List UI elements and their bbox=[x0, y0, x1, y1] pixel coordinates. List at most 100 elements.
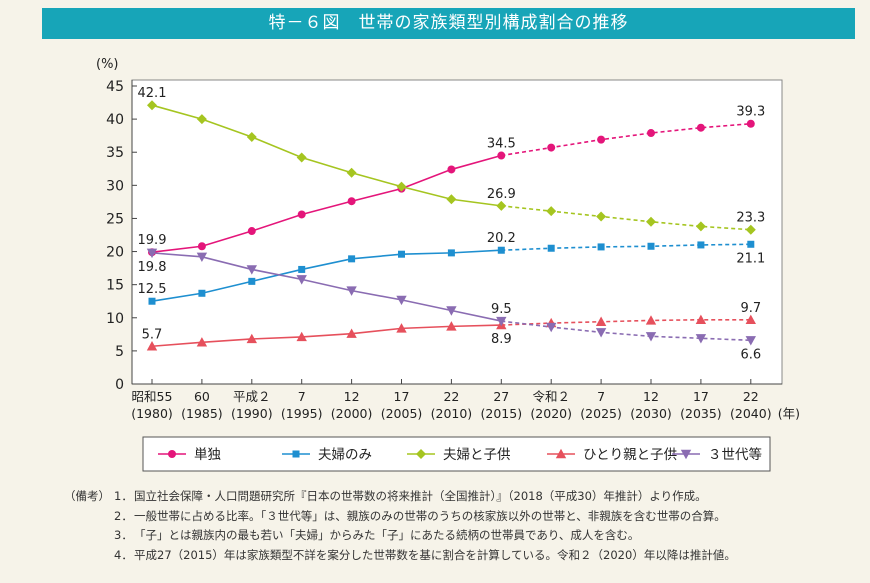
notes-head: （備考） bbox=[64, 489, 110, 503]
data-point bbox=[396, 181, 407, 192]
x-tick-label-era: 令和２ bbox=[532, 389, 570, 404]
data-point bbox=[546, 322, 557, 333]
data-point bbox=[647, 242, 655, 250]
data-point bbox=[396, 295, 407, 306]
note-number: 4． bbox=[114, 547, 133, 562]
data-point bbox=[446, 321, 457, 331]
y-axis-label: (%) bbox=[96, 57, 119, 72]
note-text: 「子」とは親族内の最も若い「夫婦」からみた「子」にあたる続柄の世帯員であり、成人… bbox=[134, 528, 640, 542]
x-tick-label-era: 17 bbox=[394, 389, 410, 404]
data-point bbox=[695, 334, 707, 344]
x-tick-label-year: (2005) bbox=[381, 406, 423, 421]
note-number: 2． bbox=[114, 508, 133, 523]
x-tick-label-era: 22 bbox=[743, 389, 759, 404]
data-point bbox=[196, 252, 208, 263]
x-tick-label-era: 平成２ bbox=[233, 389, 271, 404]
data-label: 21.1 bbox=[736, 251, 765, 266]
x-tick-label-era: 27 bbox=[493, 389, 509, 404]
data-point bbox=[496, 200, 507, 211]
data-label: 19.8 bbox=[138, 260, 167, 275]
data-point bbox=[497, 246, 505, 254]
series-line-actual bbox=[151, 324, 502, 348]
series-2 bbox=[147, 100, 756, 235]
data-point bbox=[647, 129, 655, 138]
data-point bbox=[346, 328, 357, 338]
data-point bbox=[396, 323, 407, 333]
note-text: 国立社会保障・人口問題研究所『日本の世帯数の将来推計（全国推計）』（2018（平… bbox=[134, 489, 707, 503]
x-tick-label-year: (1995) bbox=[281, 406, 323, 421]
data-label: 19.9 bbox=[138, 233, 167, 248]
legend-marker bbox=[555, 448, 567, 459]
note-row: 4． 平成27（2015）年は家族類型不詳を案分した世帯数を基に割合を計算してい… bbox=[64, 546, 736, 566]
y-tick-label: 0 bbox=[115, 377, 124, 393]
data-point bbox=[697, 241, 705, 249]
legend-label: 夫婦と子供 bbox=[443, 446, 511, 463]
legend bbox=[142, 436, 771, 472]
data-point bbox=[196, 337, 208, 347]
y-tick-label: 35 bbox=[106, 145, 124, 161]
data-point bbox=[696, 123, 705, 132]
series-line-actual bbox=[151, 154, 502, 254]
data-point bbox=[196, 114, 207, 125]
data-label: 5.7 bbox=[142, 327, 163, 342]
series-4 bbox=[146, 248, 756, 346]
data-point bbox=[148, 297, 156, 305]
x-tick-label-year: (2010) bbox=[431, 406, 473, 421]
note-number: 3． bbox=[114, 528, 133, 542]
x-tick-label-year: (2000) bbox=[331, 406, 373, 421]
y-tick-label: 10 bbox=[106, 311, 124, 327]
x-axis-unit: (年) bbox=[778, 406, 800, 421]
x-tick-label-era: 12 bbox=[344, 389, 360, 404]
y-tick-label: 40 bbox=[106, 112, 124, 128]
data-label: 8.9 bbox=[491, 332, 512, 347]
data-point bbox=[747, 240, 755, 248]
data-point bbox=[296, 275, 307, 285]
data-label: 23.3 bbox=[736, 211, 765, 226]
data-point bbox=[596, 211, 607, 222]
legend-label: 夫婦のみ bbox=[318, 446, 372, 463]
data-point bbox=[147, 100, 157, 111]
legend-label: 単独 bbox=[194, 447, 221, 463]
data-label: 12.5 bbox=[138, 282, 167, 297]
x-tick-label-year: (2015) bbox=[481, 406, 523, 421]
y-tick-label: 45 bbox=[106, 79, 124, 95]
x-tick-label-era: 7 bbox=[597, 389, 605, 404]
note-text: 平成27（2015）年は家族類型不詳を案分した世帯数を基に割合を計算している。令… bbox=[134, 547, 736, 562]
data-point bbox=[447, 249, 455, 257]
note-number: 1． bbox=[114, 489, 133, 503]
plot-area bbox=[131, 79, 783, 385]
legend-label: ひとり親と子供 bbox=[583, 447, 677, 463]
data-point bbox=[348, 255, 356, 263]
data-point bbox=[646, 216, 656, 227]
data-point bbox=[447, 165, 456, 174]
data-point bbox=[745, 224, 756, 235]
data-point bbox=[346, 286, 357, 296]
x-tick-label-year: (1990) bbox=[231, 406, 273, 421]
x-tick-label-year: (2020) bbox=[530, 406, 572, 421]
note-row: （備考） 1． 国立社会保障・人口問題研究所『日本の世帯数の将来推計（全国推計）… bbox=[64, 487, 736, 507]
data-label: 9.5 bbox=[491, 302, 512, 317]
x-tick-label-era: 60 bbox=[194, 389, 210, 404]
note-text: 一般世帯に占める比率。「３世代等」は、親族のみの世帯のうちの核家族以外の世帯と、… bbox=[134, 508, 726, 523]
data-point bbox=[595, 328, 607, 338]
data-point bbox=[246, 265, 257, 275]
data-point bbox=[645, 332, 657, 342]
data-point bbox=[496, 316, 507, 327]
data-point bbox=[146, 341, 158, 351]
data-label: 39.3 bbox=[736, 105, 765, 120]
data-point bbox=[246, 333, 257, 344]
notes: （備考） 1． 国立社会保障・人口問題研究所『日本の世帯数の将来推計（全国推計）… bbox=[64, 487, 736, 565]
data-point bbox=[146, 248, 158, 259]
data-point bbox=[547, 244, 555, 252]
data-point bbox=[197, 242, 206, 251]
data-label: 42.1 bbox=[138, 86, 167, 101]
legend-marker bbox=[168, 450, 176, 458]
data-point bbox=[248, 277, 256, 285]
x-tick-label-era: 昭和55 bbox=[132, 389, 173, 404]
series-line-actual bbox=[151, 252, 502, 322]
series-line-actual bbox=[151, 104, 502, 207]
note-row: 3． 「子」とは親族内の最も若い「夫婦」からみた「子」にあたる続柄の世帯員であり… bbox=[64, 526, 736, 546]
x-tick-label-era: 12 bbox=[643, 389, 659, 404]
data-point bbox=[597, 135, 606, 144]
data-point bbox=[346, 167, 357, 178]
